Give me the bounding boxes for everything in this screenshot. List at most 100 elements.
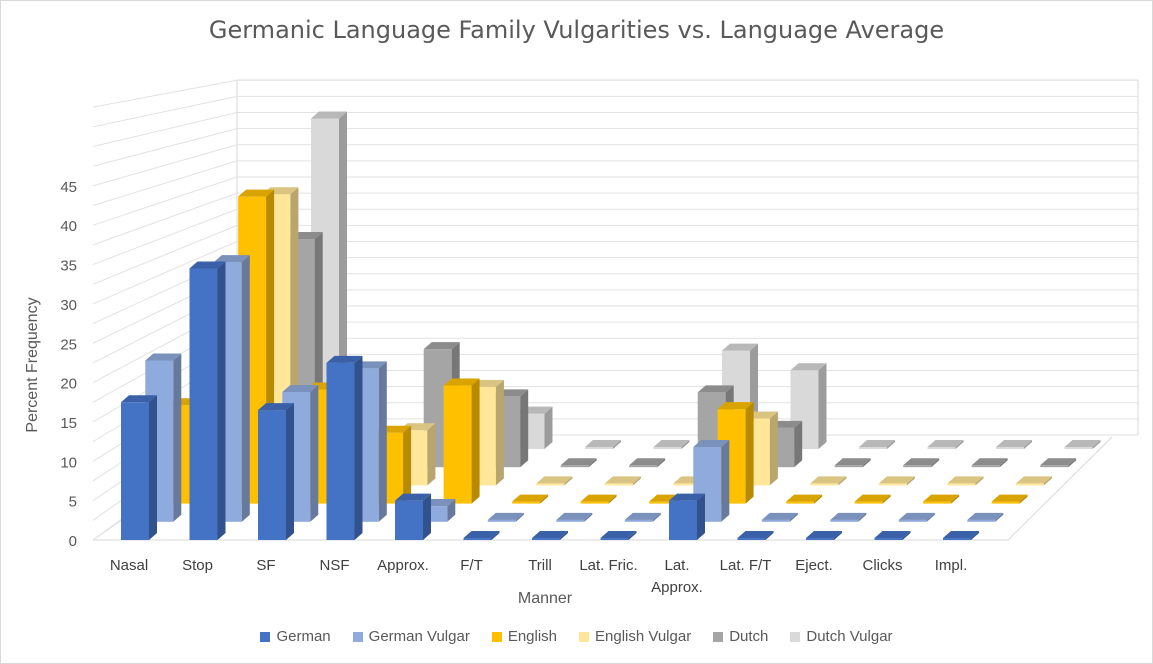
bar-side (697, 493, 705, 540)
x-tick-label: NSF (320, 557, 350, 574)
x-tick-label: Approx. (377, 557, 429, 574)
bar-side (588, 458, 597, 468)
bar-top (580, 494, 617, 502)
bar-dutch-vulgar-12 (1064, 440, 1101, 449)
bar-top (943, 531, 979, 539)
bars-layer (121, 111, 1101, 540)
bar-side (858, 512, 867, 522)
bar-top (1064, 440, 1101, 448)
bar-top (121, 395, 157, 403)
side-gridline (92, 224, 238, 285)
bar-dutch-12 (1040, 458, 1077, 468)
bar-side (789, 512, 798, 522)
bar-top (145, 353, 182, 361)
bar-german-vulgar-12 (967, 512, 1004, 522)
bar-top (971, 458, 1008, 466)
chart-title: Germanic Language Family Vulgarities vs.… (208, 16, 945, 44)
legend-item: Dutch (713, 628, 768, 645)
bar-side (544, 406, 553, 449)
bar-front (947, 483, 976, 486)
y-tick-label: 35 (60, 258, 77, 275)
bar-top (463, 531, 500, 539)
bar-english-vulgar-5 (536, 476, 573, 486)
legend-item: German Vulgar (352, 628, 470, 645)
bar-side (902, 531, 911, 540)
bar-top (395, 493, 431, 501)
bar-side (721, 440, 730, 522)
legend-item: German (260, 628, 331, 645)
bar-side (354, 355, 363, 540)
legend-swatch (790, 631, 801, 642)
bar-english-10 (854, 494, 891, 504)
x-tick-label: Nasal (110, 557, 148, 574)
bar-front (624, 519, 653, 522)
bar-top (991, 494, 1028, 502)
bar-front (971, 465, 1000, 468)
x-tick-label: Stop (182, 557, 213, 574)
bar-english-vulgar-9 (810, 476, 847, 486)
x-axis-title: Manner (517, 590, 573, 607)
bar-top (556, 512, 593, 520)
bar-top (585, 440, 621, 448)
bar-side (814, 494, 823, 504)
bar-side (471, 378, 480, 504)
bar-front (927, 447, 956, 449)
floor-right-edge (1007, 436, 1113, 541)
x-tick-label: SF (256, 557, 275, 574)
bar-english-6 (580, 494, 617, 504)
bar-german-8 (669, 493, 705, 540)
bar-side (926, 512, 935, 522)
bar-top (1040, 458, 1077, 466)
bar-top (213, 255, 250, 263)
y-tick-label: 45 (60, 179, 77, 196)
bar-front (834, 465, 863, 468)
bar-top (722, 343, 758, 351)
bar-front (326, 362, 355, 540)
bar-top (311, 111, 347, 119)
y-tick-label: 15 (60, 415, 77, 432)
y-tick-label: 10 (60, 454, 77, 471)
bar-german-vulgar-8 (693, 440, 730, 522)
legend-swatch (579, 631, 590, 642)
x-tick-label: Impl. (935, 557, 968, 574)
bar-side (403, 425, 412, 504)
bar-top (560, 458, 597, 466)
x-tick-label: F/T (460, 557, 483, 574)
bar-top (282, 384, 319, 392)
bar-german-4 (395, 493, 431, 540)
bar-front (189, 268, 218, 540)
bar-top (761, 512, 798, 520)
bar-side (632, 476, 641, 486)
side-gridline (92, 144, 238, 187)
bar-front (1040, 465, 1069, 468)
bar-side (887, 440, 895, 449)
bar-front (395, 500, 423, 540)
bar-front (560, 465, 589, 468)
bar-front (536, 483, 565, 486)
bar-dutch-5 (560, 458, 597, 468)
bar-top (786, 494, 823, 502)
bar-front (810, 483, 839, 486)
bar-side (769, 411, 778, 486)
bar-side (834, 531, 842, 540)
bar-english-vulgar-10 (878, 476, 915, 486)
bar-german-9 (737, 531, 774, 540)
bar-front (806, 538, 834, 540)
bar-dutch-9 (834, 458, 871, 468)
legend-label: Dutch Vulgar (806, 628, 893, 645)
bar-front (943, 538, 971, 540)
bar-front (854, 501, 883, 504)
bar-side (995, 512, 1004, 522)
bar-front (1064, 447, 1093, 449)
side-gridline (92, 128, 238, 167)
bar-german-1 (189, 261, 226, 540)
bar-side (882, 494, 891, 504)
bar-side (906, 476, 915, 486)
y-tick-label: 20 (60, 376, 77, 393)
bar-side (1043, 476, 1052, 486)
bar-side (975, 476, 984, 486)
bar-front (604, 483, 633, 486)
legend-label: German (276, 628, 331, 645)
side-gridline (92, 79, 238, 108)
x-tick-label: Lat. Fric. (579, 557, 637, 574)
